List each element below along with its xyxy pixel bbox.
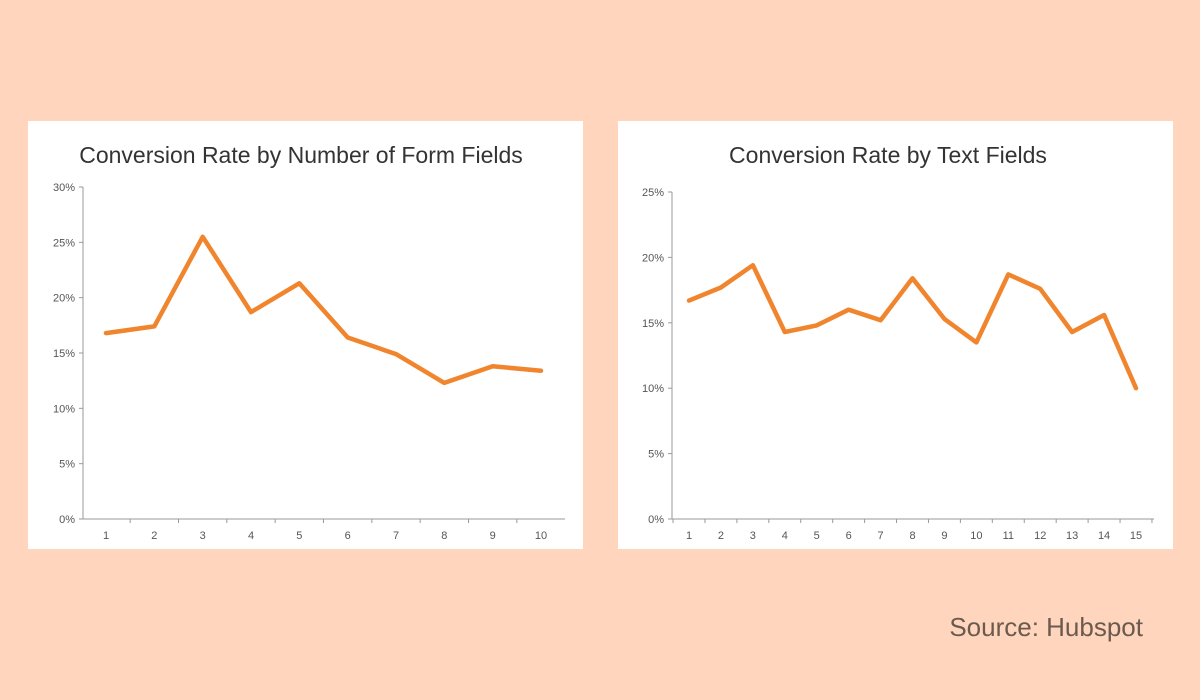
x-tick-label: 2 [718,530,724,542]
x-tick-label: 5 [296,530,302,542]
x-tick-label: 1 [103,530,109,542]
x-tick-label: 9 [490,530,496,542]
y-tick-label: 15% [642,318,664,330]
series-line [103,234,544,386]
x-tick-label: 4 [782,530,788,542]
y-tick-label: 0% [59,514,75,526]
x-tick-label: 5 [814,530,820,542]
chart-title: Conversion Rate by Number of Form Fields [79,142,523,168]
x-tick-label: 10 [970,530,982,542]
x-tick-label: 2 [151,530,157,542]
x-tick-label: 12 [1034,530,1046,542]
source-label: Source: Hubspot [949,612,1143,642]
y-tick-label: 25% [642,187,664,199]
x-tick-label: 6 [345,530,351,542]
y-tick-label: 10% [642,383,664,395]
x-tick-label: 3 [200,530,206,542]
x-tick-label: 3 [750,530,756,542]
chart-text-fields: Conversion Rate by Text Fields 0% 5% 10% 15%… [642,142,1154,542]
x-tick-label: 4 [248,530,254,542]
x-tick-label: 6 [846,530,852,542]
chart-panel-form-fields: Conversion Rate by Number of Form Fields… [28,121,583,549]
y-tick-label: 10% [53,403,75,415]
y-tick-label: 0% [648,514,664,526]
y-tick-label: 15% [53,348,75,360]
y-tick-label: 5% [648,449,664,461]
y-tick-label: 30% [53,182,75,194]
y-tick-label: 5% [59,459,75,471]
x-tick-label: 10 [535,530,547,542]
series-line [686,262,1139,391]
chart-title: Conversion Rate by Text Fields [729,142,1047,168]
x-tick-label: 8 [441,530,447,542]
y-tick-label: 25% [53,237,75,249]
x-tick-label: 11 [1003,530,1014,542]
y-tick-label: 20% [642,252,664,264]
x-tick-label: 14 [1098,530,1110,542]
x-tick-label: 1 [686,530,692,542]
x-tick-label: 13 [1066,530,1078,542]
x-tick-label: 7 [878,530,884,542]
chart-form-fields: Conversion Rate by Number of Form Fields… [53,142,565,542]
chart-panel-text-fields: Conversion Rate by Text Fields 0% 5% 10% 15%… [618,121,1173,549]
x-tick-label: 7 [393,530,399,542]
x-tick-label: 9 [941,530,947,542]
y-tick-label: 20% [53,293,75,305]
x-tick-label: 8 [909,530,915,542]
x-tick-label: 15 [1130,530,1142,542]
